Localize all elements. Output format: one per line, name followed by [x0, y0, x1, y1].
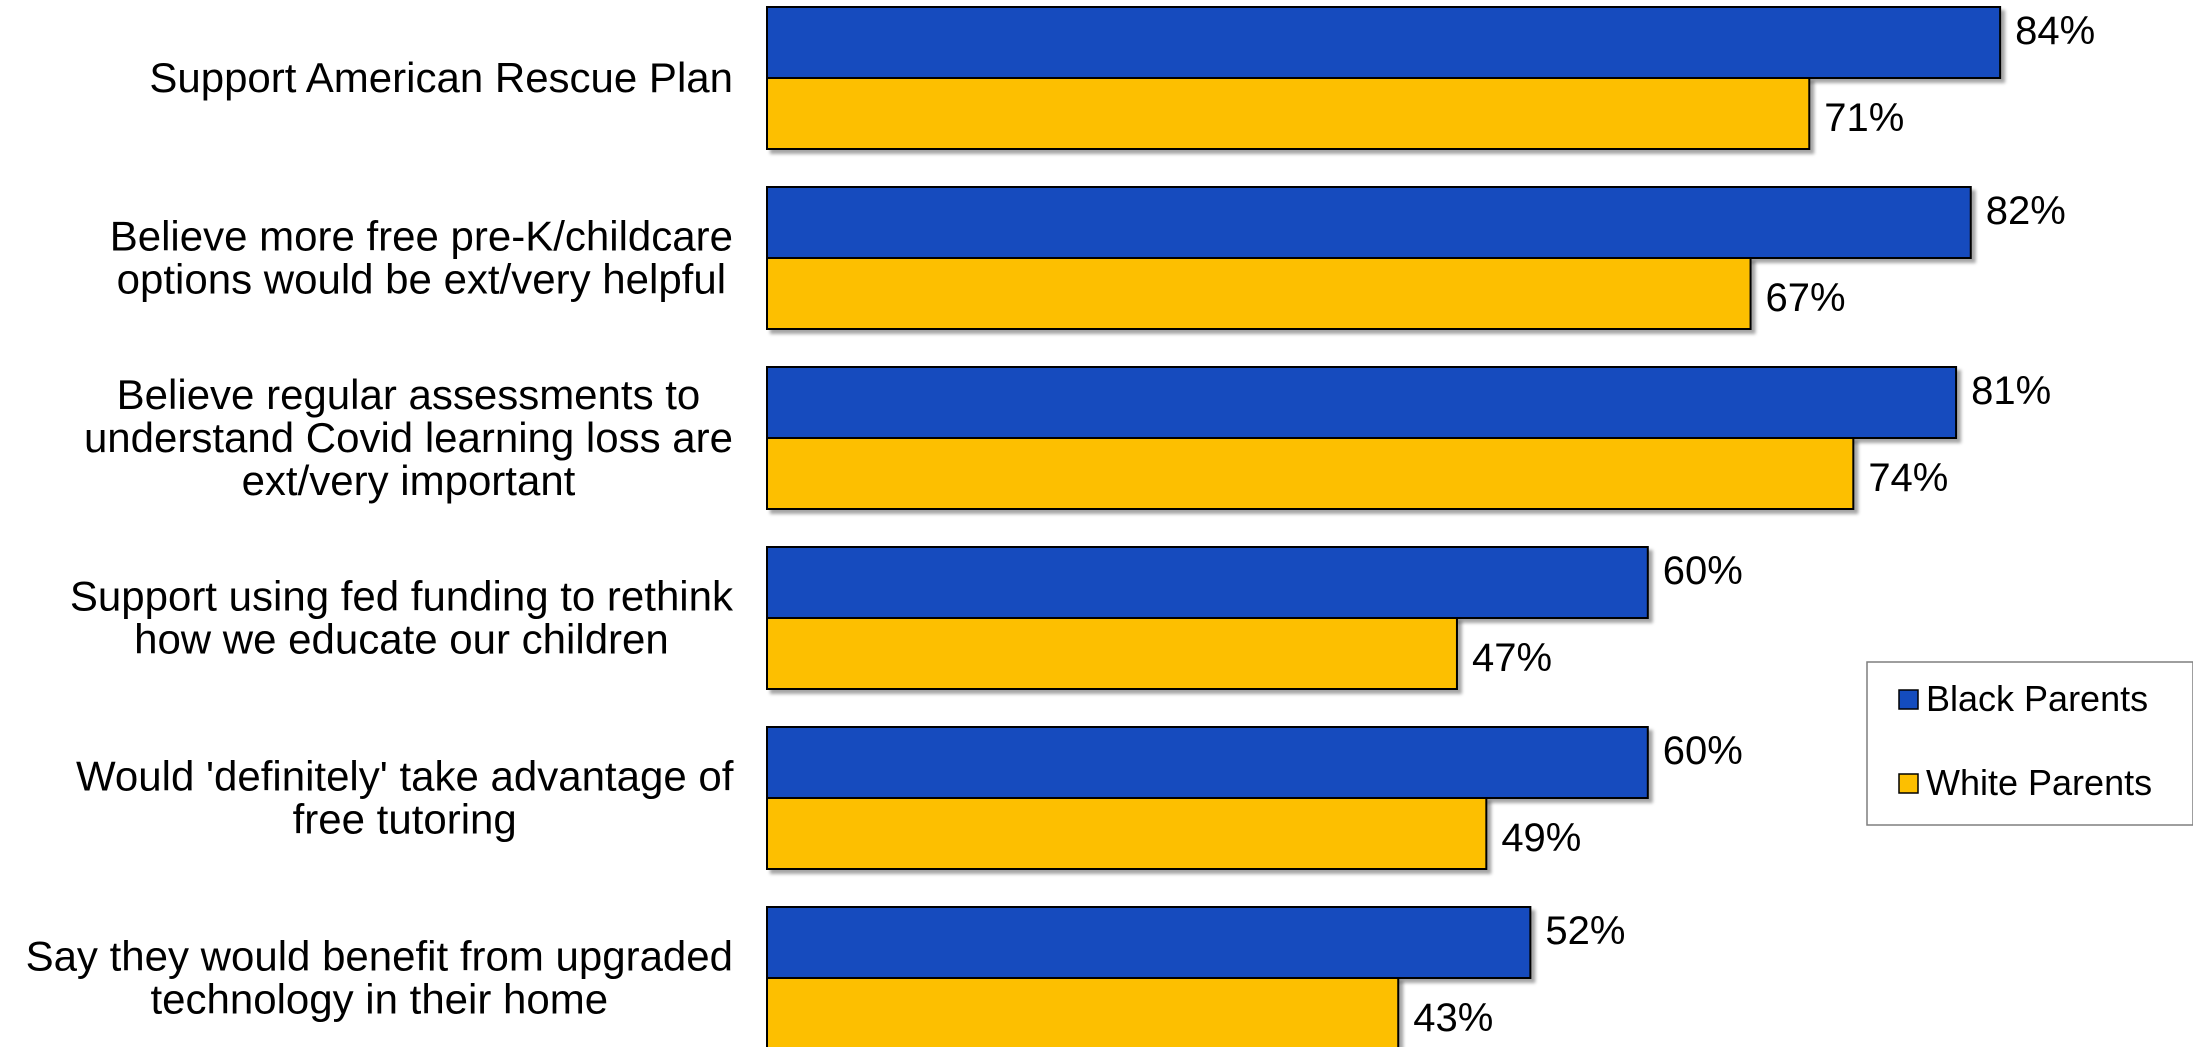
category-labels: Support American Rescue Plan Believe more… [26, 54, 734, 1023]
bar-white-parents-4 [766, 797, 1488, 870]
category-label-line: Say they would benefit from upgraded [26, 933, 733, 980]
category-label-2: Believe regular assessments to understand… [84, 371, 733, 504]
value-label-black-parents-2: 81% [1971, 369, 2051, 413]
value-label-black-parents-0: 84% [2015, 9, 2095, 53]
value-label-black-parents-3: 60% [1663, 549, 1743, 593]
bar-black-parents-3 [766, 546, 1649, 619]
bar-black-parents-5 [766, 906, 1532, 979]
legend-label-white-parents: White Parents [1926, 762, 2152, 803]
bar-black-parents-0 [766, 6, 2002, 79]
bar-black-parents-4 [766, 726, 1649, 799]
category-label-line: understand Covid learning loss are [84, 414, 733, 461]
category-label-0: Support American Rescue Plan [149, 54, 733, 101]
bar-white-parents-1 [766, 257, 1752, 330]
value-label-white-parents-5: 43% [1413, 996, 1493, 1040]
value-label-white-parents-2: 74% [1868, 456, 1948, 500]
value-label-black-parents-4: 60% [1663, 729, 1743, 773]
category-label-line: Believe more free pre-K/childcare [110, 213, 733, 260]
bar-white-parents-0 [766, 77, 1811, 150]
legend-label-black-parents: Black Parents [1926, 678, 2148, 719]
category-label-4: Would 'definitely' take advantage of free… [76, 753, 734, 843]
value-label-black-parents-5: 52% [1545, 909, 1625, 953]
bar-white-parents-3 [766, 617, 1458, 690]
value-label-white-parents-0: 71% [1824, 96, 1904, 140]
bar-black-parents-2 [766, 366, 1958, 439]
legend-box [1866, 661, 2193, 826]
category-label-line: options would be ext/very helpful [117, 256, 726, 303]
category-label-3: Support using fed funding to rethink how … [70, 573, 734, 663]
category-label-line: technology in their home [150, 976, 608, 1023]
bar-black-parents-1 [766, 186, 1972, 259]
legend-swatch-white-parents [1898, 773, 1919, 794]
legend-swatch-black-parents [1898, 689, 1919, 710]
value-label-white-parents-1: 67% [1766, 276, 1846, 320]
bars-layer [766, 6, 2002, 1047]
value-label-white-parents-3: 47% [1472, 636, 1552, 680]
category-label-line: ext/very important [242, 457, 576, 504]
category-label-5: Say they would benefit from upgraded tech… [26, 933, 733, 1023]
value-label-black-parents-1: 82% [1986, 189, 2066, 233]
value-labels: 84% 71% 82% 67% 81% 74% 60% 47% 60% 49% 52% 43% [1413, 9, 2095, 1040]
category-label-line: Support using fed funding to rethink [70, 573, 734, 620]
bar-white-parents-5 [766, 977, 1400, 1047]
category-label-line: Support American Rescue Plan [149, 54, 733, 101]
category-label-line: Would 'definitely' take advantage of [76, 753, 734, 800]
category-label-line: how we educate our children [134, 616, 669, 663]
category-label-line: free tutoring [293, 796, 517, 843]
category-label-1: Believe more free pre-K/childcare options… [110, 213, 733, 303]
bar-white-parents-2 [766, 437, 1855, 510]
category-label-line: Believe regular assessments to [117, 371, 701, 418]
value-label-white-parents-4: 49% [1501, 816, 1581, 860]
legend: Black Parents White Parents [1866, 661, 2193, 826]
